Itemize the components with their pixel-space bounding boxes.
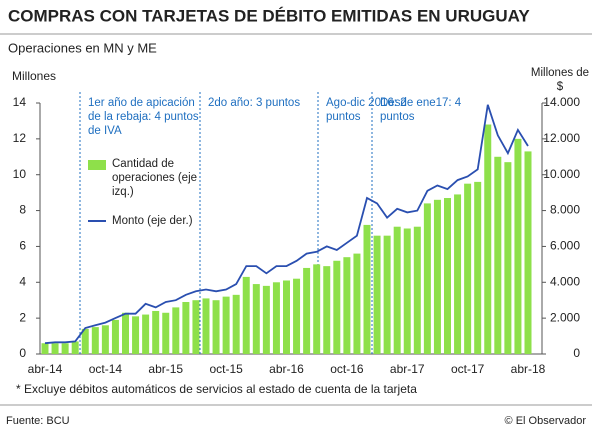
bar [333, 260, 341, 354]
bar [383, 235, 391, 354]
bar [222, 296, 230, 354]
bar [182, 302, 190, 354]
bar [283, 280, 290, 354]
x-tick-label: oct-14 [89, 362, 123, 376]
credit: © El Observador [505, 415, 587, 427]
y2-tick-label: 10.000 [543, 167, 580, 181]
bar [212, 300, 220, 354]
y2-axis-label: Millones de $ [530, 67, 590, 93]
bar [111, 319, 119, 354]
bar [162, 312, 170, 354]
bar [91, 327, 99, 354]
bar [202, 298, 210, 354]
bar [41, 343, 49, 354]
x-tick-label: oct-16 [330, 362, 364, 376]
y2-tick-label: 0 [573, 346, 580, 360]
bar [353, 253, 361, 354]
bar [293, 278, 301, 354]
bar [152, 310, 160, 354]
x-tick-label: abr-17 [390, 362, 425, 376]
bar [232, 294, 240, 354]
subtitle: Operaciones en MN y ME [8, 40, 157, 55]
y-tick-label: 0 [19, 346, 26, 360]
y-tick-label: 4 [19, 274, 26, 288]
bar [363, 224, 371, 354]
line [44, 104, 529, 345]
bar [122, 312, 129, 354]
y2-tick-label: 12.000 [543, 131, 580, 145]
bar [433, 199, 441, 354]
annotation: 1er año de apicación de la rebaja: 4 pun… [88, 97, 199, 137]
bar [464, 183, 472, 354]
bar [252, 284, 260, 354]
bar [192, 300, 200, 354]
y-tick-label: 6 [19, 239, 26, 253]
annotation: Desde ene17: 4 puntos [380, 97, 462, 123]
bar [132, 316, 140, 354]
bar [313, 264, 321, 354]
bar [51, 343, 59, 354]
y-tick-label: 12 [13, 131, 27, 145]
chart-title: COMPRAS CON TARJETAS DE DÉBITO EMITIDAS … [8, 6, 530, 25]
footnote: * Excluye débitos automáticos de servici… [16, 382, 417, 396]
bar [373, 235, 381, 354]
annotation: Ago-dic 2016: 2 puntos [326, 97, 407, 123]
bar [61, 343, 69, 354]
bar [172, 307, 180, 354]
legend-label: Monto (eje der.) [112, 215, 193, 227]
bar [494, 156, 502, 354]
bar [81, 328, 89, 354]
x-tick-label: abr-14 [28, 362, 63, 376]
x-tick-label: abr-18 [511, 362, 546, 376]
x-tick-label: oct-15 [209, 362, 243, 376]
y2-tick-label: 4.000 [550, 274, 580, 288]
bar [444, 198, 451, 354]
x-tick-label: abr-15 [148, 362, 183, 376]
y-axis-label: Millones [12, 69, 56, 83]
bar [101, 325, 109, 354]
bar [484, 124, 492, 354]
bar [242, 276, 250, 354]
y2-tick-label: 2.000 [550, 310, 580, 324]
source: Fuente: BCU [6, 415, 70, 427]
bar [514, 138, 522, 354]
bar [524, 151, 532, 354]
y2-tick-label: 6.000 [550, 239, 580, 253]
bar [393, 226, 401, 354]
bar [142, 314, 150, 354]
bar [454, 194, 462, 354]
x-tick-label: oct-17 [451, 362, 485, 376]
y2-tick-label: 14.000 [543, 95, 580, 109]
y-tick-label: 2 [19, 310, 26, 324]
bar [403, 228, 411, 354]
y-tick-label: 14 [13, 95, 27, 109]
x-tick-label: abr-16 [269, 362, 304, 376]
bar [423, 203, 431, 354]
legend-label: Cantidad de operaciones (eje izq.) [112, 158, 198, 198]
bar [272, 282, 280, 354]
y2-tick-label: 8.000 [550, 203, 580, 217]
y-tick-label: 8 [19, 203, 26, 217]
y-tick-label: 10 [13, 167, 27, 181]
bar [262, 285, 270, 354]
bar [323, 266, 331, 354]
legend-swatch [88, 160, 106, 170]
bar [504, 162, 512, 354]
bar [71, 341, 79, 354]
bar [474, 181, 482, 354]
bar [303, 267, 311, 354]
bar [343, 257, 351, 354]
bar [413, 226, 421, 354]
annotation: 2do año: 3 puntos [208, 97, 301, 109]
